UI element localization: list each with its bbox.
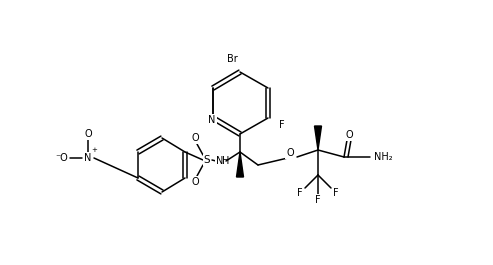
Text: F: F xyxy=(279,120,285,130)
Text: H: H xyxy=(222,156,230,166)
Text: F: F xyxy=(333,188,339,198)
Text: N: N xyxy=(216,156,224,166)
Text: Br: Br xyxy=(227,54,237,64)
Text: O: O xyxy=(345,130,353,140)
Polygon shape xyxy=(315,126,321,150)
Text: NH₂: NH₂ xyxy=(374,152,392,162)
Text: N: N xyxy=(209,115,216,125)
Text: ⁻O: ⁻O xyxy=(56,153,69,163)
Text: N: N xyxy=(84,153,92,163)
Text: S: S xyxy=(204,155,211,165)
Polygon shape xyxy=(237,152,244,177)
Text: O: O xyxy=(286,148,294,158)
Text: O: O xyxy=(191,177,199,187)
Text: F: F xyxy=(297,188,303,198)
Text: O: O xyxy=(84,129,92,139)
Text: +: + xyxy=(91,147,97,153)
Text: F: F xyxy=(315,195,321,205)
Text: O: O xyxy=(191,133,199,143)
